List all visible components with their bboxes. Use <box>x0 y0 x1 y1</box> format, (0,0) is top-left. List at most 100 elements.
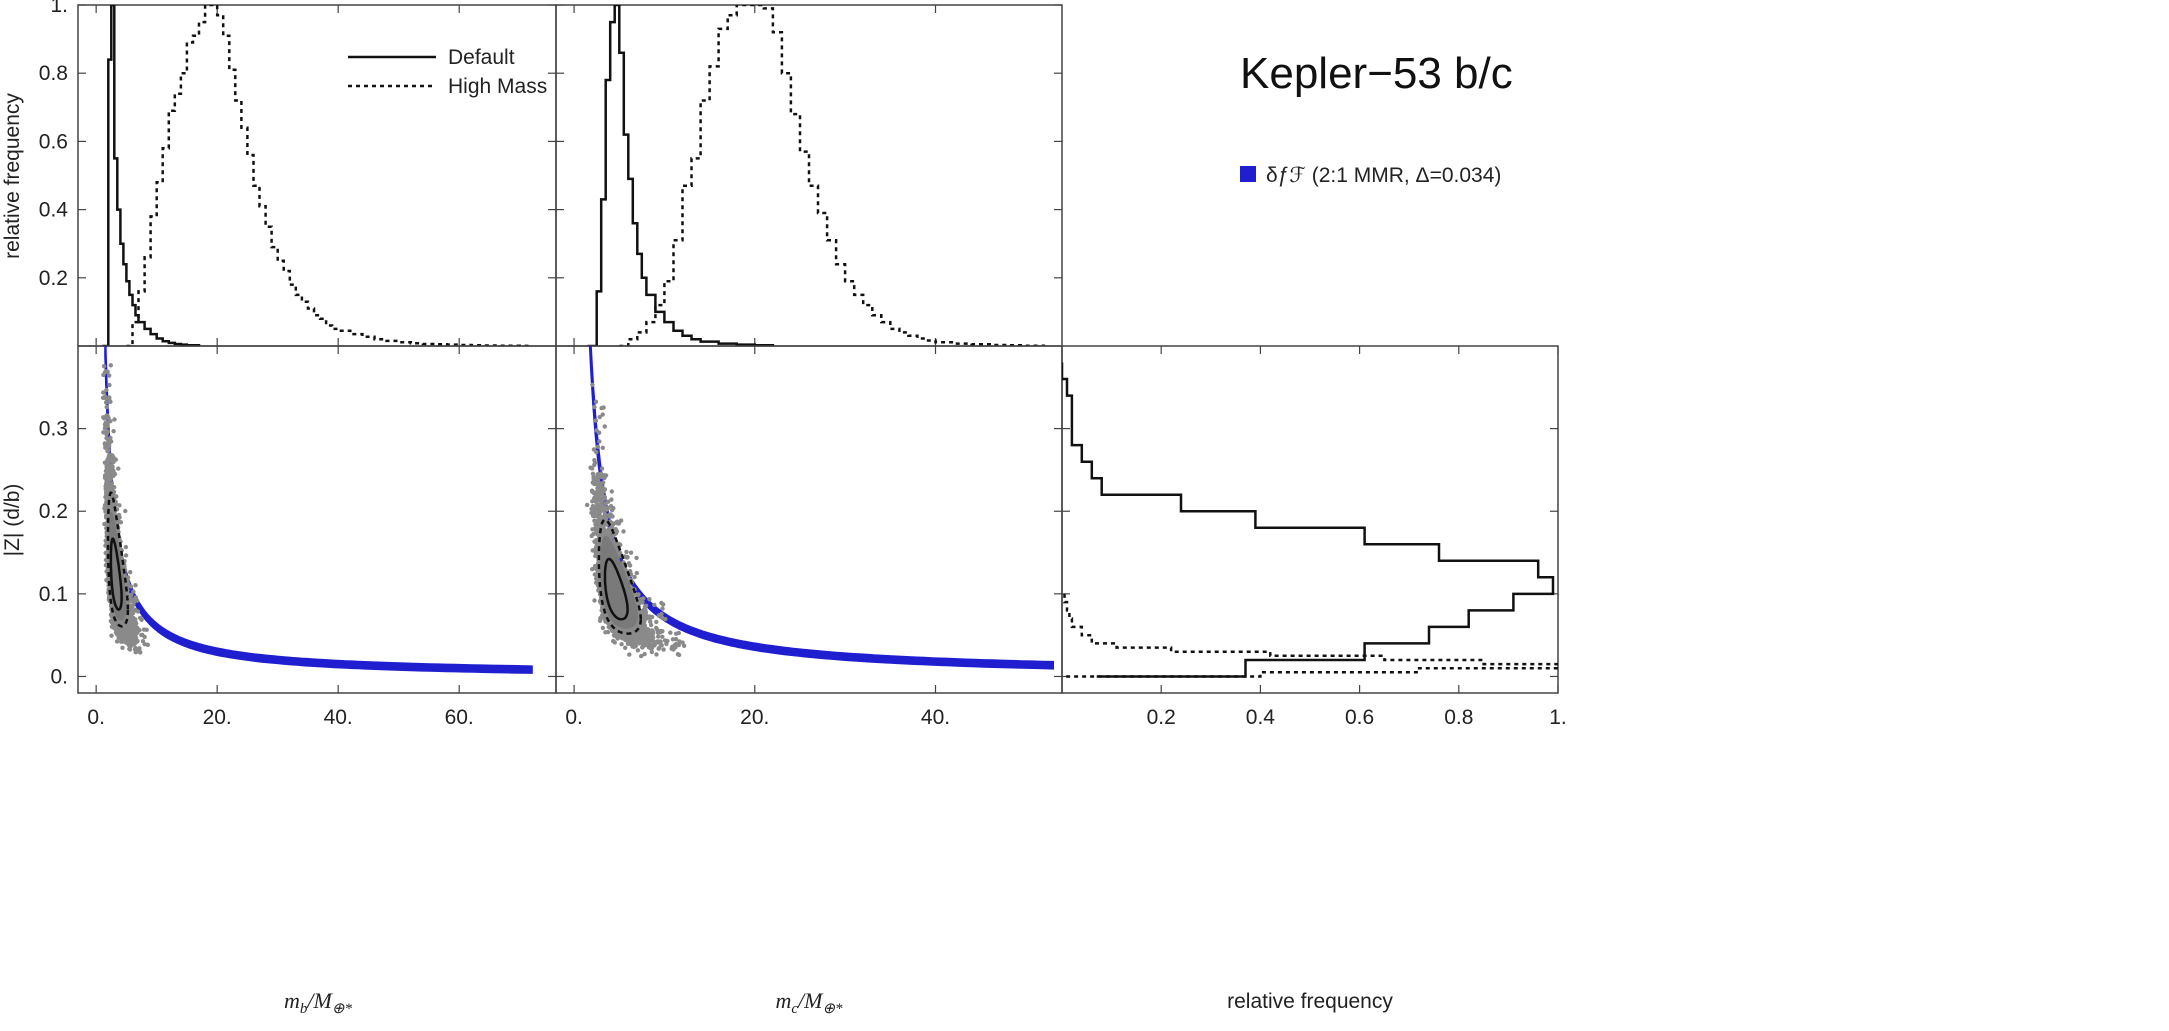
ytick-hist-mb-tick-label: 0.8 <box>39 62 68 85</box>
points-scatter-mc <box>585 346 1054 670</box>
posterior-point <box>660 615 665 620</box>
posterior-point <box>594 449 599 455</box>
curves-hist-mb <box>102 5 534 346</box>
posterior-point <box>595 509 600 514</box>
posterior-point <box>621 529 626 534</box>
posterior-point <box>116 466 121 471</box>
posterior-point <box>623 645 628 650</box>
series-high-mass-line <box>619 5 1046 346</box>
posterior-point <box>588 465 593 470</box>
posterior-point <box>599 466 605 471</box>
ytick-scatter-mb-tick-label: 0.2 <box>39 500 68 523</box>
posterior-point <box>600 625 606 631</box>
legend-default-high-mass: Default High Mass <box>348 46 547 98</box>
posterior-point <box>659 600 664 606</box>
posterior-point <box>106 486 111 491</box>
posterior-point <box>109 472 114 478</box>
posterior-point <box>103 394 108 399</box>
posterior-point <box>656 634 661 639</box>
posterior-point <box>660 634 665 639</box>
posterior-point <box>676 652 682 658</box>
posterior-point <box>670 637 676 642</box>
posterior-point <box>589 533 594 539</box>
posterior-point <box>635 648 641 653</box>
posterior-point <box>106 415 111 421</box>
posterior-point <box>590 382 595 387</box>
posterior-point <box>605 629 611 635</box>
xtick-scatter-mb-tick-label: 40. <box>324 706 353 729</box>
posterior-point <box>128 570 133 575</box>
posterior-point <box>120 635 125 640</box>
posterior-point <box>601 480 606 485</box>
posterior-point <box>109 458 115 463</box>
ytick-hist-mb-tick-label: 0.2 <box>39 267 68 290</box>
posterior-point <box>658 628 663 634</box>
posterior-point <box>112 485 117 490</box>
posterior-point <box>105 448 110 454</box>
posterior-point <box>647 614 652 619</box>
posterior-point <box>108 618 114 624</box>
posterior-point <box>135 609 141 614</box>
ytick-scatter-mb-tick-label: 0.1 <box>39 583 68 606</box>
posterior-point <box>133 626 138 631</box>
posterior-point <box>117 503 122 508</box>
posterior-point <box>595 492 601 497</box>
posterior-point <box>145 642 150 647</box>
posterior-point <box>601 507 606 512</box>
posterior-point <box>123 544 129 550</box>
posterior-point <box>632 574 637 580</box>
posterior-point <box>138 615 143 621</box>
posterior-point <box>127 647 133 652</box>
ticks-hist-mc <box>556 4 1062 346</box>
posterior-point <box>108 464 114 469</box>
posterior-point <box>131 589 136 594</box>
posterior-point <box>640 634 646 639</box>
posterior-point <box>118 639 124 644</box>
posterior-point <box>133 583 138 588</box>
posterior-point <box>120 645 125 650</box>
ytick-hist-mb-tick-label: 0.4 <box>39 199 69 222</box>
posterior-point <box>585 502 590 508</box>
posterior-point <box>109 624 115 629</box>
posterior-point <box>606 499 611 504</box>
posterior-point <box>602 487 608 492</box>
posterior-point <box>123 508 128 514</box>
posterior-point <box>648 619 653 624</box>
posterior-point <box>593 399 599 404</box>
posterior-point <box>597 414 602 420</box>
posterior-point <box>654 639 660 644</box>
posterior-point <box>127 637 132 643</box>
posterior-point <box>127 642 132 647</box>
posterior-point <box>103 400 109 405</box>
default-contour-dashed <box>106 491 130 628</box>
posterior-point <box>141 627 147 632</box>
ytick-scatter-mb-tick-label: 0. <box>50 665 68 688</box>
series-default-line <box>102 5 201 346</box>
posterior-point <box>605 620 611 626</box>
ytick-hist-mb-tick-label: 0.6 <box>39 130 68 153</box>
posterior-point <box>128 584 134 589</box>
posterior-point <box>105 430 110 435</box>
posterior-point <box>130 611 136 616</box>
posterior-point <box>680 640 685 645</box>
panel-scatter-mb: 0.0.10.20.30. 20. 40. 60. |Z| (d/b) mb/M⊕* <box>1 345 557 1017</box>
posterior-point <box>114 639 120 644</box>
posterior-point <box>593 418 599 423</box>
posterior-point <box>647 597 652 602</box>
posterior-point <box>660 606 665 611</box>
posterior-point <box>107 496 112 501</box>
posterior-point <box>107 382 112 388</box>
posterior-point <box>108 363 114 368</box>
default-contour-solid <box>109 537 123 611</box>
posterior-point <box>110 453 115 458</box>
posterior-point <box>140 639 146 644</box>
posterior-point <box>113 627 118 632</box>
posterior-point <box>131 639 137 644</box>
series-default-line <box>587 5 775 346</box>
posterior-point <box>113 502 119 507</box>
posterior-point <box>639 653 644 659</box>
posterior-point <box>600 445 605 450</box>
posterior-point <box>106 475 111 480</box>
posterior-point <box>104 424 110 429</box>
